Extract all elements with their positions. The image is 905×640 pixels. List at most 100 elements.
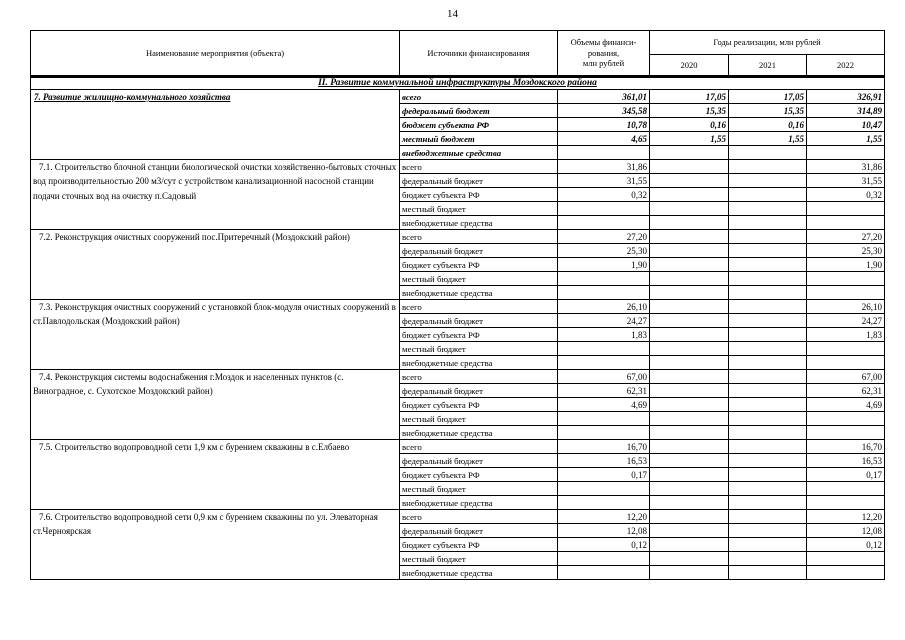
year-2021-value-cell	[728, 467, 807, 482]
funding-source-cell: внебюджетные средства	[399, 355, 558, 370]
year-2021-value-cell	[728, 271, 807, 286]
year-2022-value-cell: 16,70	[805, 439, 886, 454]
year-2020-value-cell	[649, 537, 729, 552]
year-2022-value-cell: 26,10	[805, 299, 886, 314]
funding-source-cell: федеральный бюджет	[399, 103, 558, 118]
year-2020-value-cell	[649, 285, 729, 300]
funding-source-cell: всего	[399, 509, 558, 524]
year-2021-value-cell	[728, 411, 807, 426]
funding-source-cell: всего	[399, 439, 558, 454]
year-2022-value-cell	[805, 285, 886, 300]
year-2020-value-cell	[649, 411, 729, 426]
year-2021-value-cell	[728, 173, 807, 188]
year-2021-value-cell	[728, 187, 807, 202]
year-2020-value-cell	[649, 243, 729, 258]
volume-value-cell	[557, 201, 650, 216]
volume-value-cell	[557, 355, 650, 370]
header-years-group: Годы реализации, млн рублей	[648, 30, 886, 55]
year-2021-value-cell	[728, 327, 807, 342]
funding-row: внебюджетные средства	[31, 285, 886, 300]
year-2021-value-cell	[728, 257, 807, 272]
volume-value-cell: 31,86	[557, 159, 650, 174]
year-2022-value-cell	[805, 551, 886, 566]
volume-value-cell	[557, 285, 650, 300]
funding-row: внебюджетные средства	[31, 565, 886, 580]
year-2021-value-cell	[728, 523, 807, 538]
volume-value-cell: 0,32	[557, 187, 650, 202]
activity-name-cell: 7.4. Реконструкция системы водоснабжения…	[30, 369, 400, 440]
funding-row: 7.1. Строительство блочной станции биоло…	[30, 159, 886, 230]
year-2022-value-cell: 10,47	[805, 117, 886, 132]
year-2022-value-cell: 25,30	[805, 243, 886, 258]
volume-value-cell	[557, 495, 650, 510]
volume-value-cell: 12,08	[557, 523, 650, 538]
funding-row: 7.5. Строительство водопроводной сети 1,…	[30, 439, 886, 510]
volume-value-cell	[557, 411, 650, 426]
year-2022-value-cell: 1,83	[805, 327, 886, 342]
year-2022-value-cell	[805, 271, 886, 286]
volume-value-cell	[557, 341, 650, 356]
activity-name-cell: 7.1. Строительство блочной станции биоло…	[30, 159, 400, 230]
volume-value-cell: 0,12	[557, 537, 650, 552]
activity-name-cell: 7.5. Строительство водопроводной сети 1,…	[30, 439, 400, 510]
year-2022-value-cell	[805, 215, 886, 230]
funding-row: федеральный бюджет 24,27 24,27	[31, 313, 886, 328]
funding-row: федеральный бюджет 31,55 31,55	[31, 173, 886, 188]
volume-value-cell: 24,27	[557, 313, 650, 328]
year-2022-value-cell: 62,31	[805, 383, 886, 398]
year-2020-value-cell: 15,35	[649, 103, 729, 118]
header-funding-volume: Объемы финанси- рования, млн рублей	[557, 30, 650, 78]
funding-source-cell: местный бюджет	[399, 201, 558, 216]
year-2022-value-cell	[805, 565, 886, 580]
year-2020-value-cell	[649, 425, 729, 440]
year-2020-value-cell	[649, 551, 729, 566]
header-year-2020: 2020	[649, 54, 729, 78]
year-2022-value-cell: 31,86	[805, 159, 886, 174]
year-2021-value-cell	[728, 453, 807, 468]
header-activity-name: Наименование мероприятия (объекта)	[30, 30, 400, 78]
funding-row: бюджет субъекта РФ 1,83 1,83	[31, 327, 886, 342]
funding-row: местный бюджет	[31, 411, 886, 426]
year-2022-value-cell: 4,69	[805, 397, 886, 412]
year-2021-value-cell	[728, 313, 807, 328]
year-2022-value-cell: 1,55	[805, 131, 886, 146]
year-2021-value-cell	[728, 229, 807, 244]
year-2020-value-cell	[649, 159, 729, 174]
year-2022-value-cell: 31,55	[805, 173, 886, 188]
year-2022-value-cell	[805, 355, 886, 370]
year-2021-value-cell: 15,35	[728, 103, 807, 118]
activity-name-cell: 7.3. Реконструкция очистных сооружений с…	[30, 299, 400, 370]
year-2020-value-cell	[649, 453, 729, 468]
funding-row: внебюджетные средства	[31, 215, 886, 230]
funding-row: федеральный бюджет 345,58 15,35 15,35 314,89	[31, 103, 886, 118]
volume-value-cell	[557, 481, 650, 496]
funding-row: 7. Развитие жилищно-коммунального хозяйс…	[30, 89, 886, 160]
year-2021-value-cell	[728, 551, 807, 566]
year-2020-value-cell	[649, 145, 729, 160]
funding-source-cell: бюджет субъекта РФ	[399, 467, 558, 482]
table-header: Наименование мероприятия (объекта) Источ…	[30, 30, 886, 78]
funding-source-cell: федеральный бюджет	[399, 453, 558, 468]
year-2021-value-cell	[728, 285, 807, 300]
funding-source-cell: внебюджетные средства	[399, 565, 558, 580]
funding-source-cell: местный бюджет	[399, 411, 558, 426]
year-2021-value-cell	[728, 355, 807, 370]
funding-row: бюджет субъекта РФ 1,90 1,90	[31, 257, 886, 272]
activity-name-cell: 7. Развитие жилищно-коммунального хозяйс…	[30, 89, 400, 160]
year-2020-value-cell	[649, 495, 729, 510]
year-2020-value-cell	[649, 187, 729, 202]
year-2021-value-cell: 0,16	[728, 117, 807, 132]
volume-value-cell: 67,00	[557, 369, 650, 384]
volume-value-cell: 10,78	[557, 117, 650, 132]
section-title: II. Развитие коммунальной инфраструктуры…	[318, 78, 597, 88]
funding-source-cell: бюджет субъекта РФ	[399, 187, 558, 202]
activity-name-cell: 7.2. Реконструкция очистных сооружений п…	[30, 229, 400, 300]
funding-row: местный бюджет	[31, 201, 886, 216]
year-2021-value-cell: 17,05	[728, 89, 807, 104]
volume-value-cell: 16,70	[557, 439, 650, 454]
volume-value-cell: 4,69	[557, 397, 650, 412]
year-2020-value-cell	[649, 201, 729, 216]
funding-row: бюджет субъекта РФ 0,17 0,17	[31, 467, 886, 482]
year-2020-value-cell	[649, 439, 729, 454]
funding-source-cell: внебюджетные средства	[399, 285, 558, 300]
